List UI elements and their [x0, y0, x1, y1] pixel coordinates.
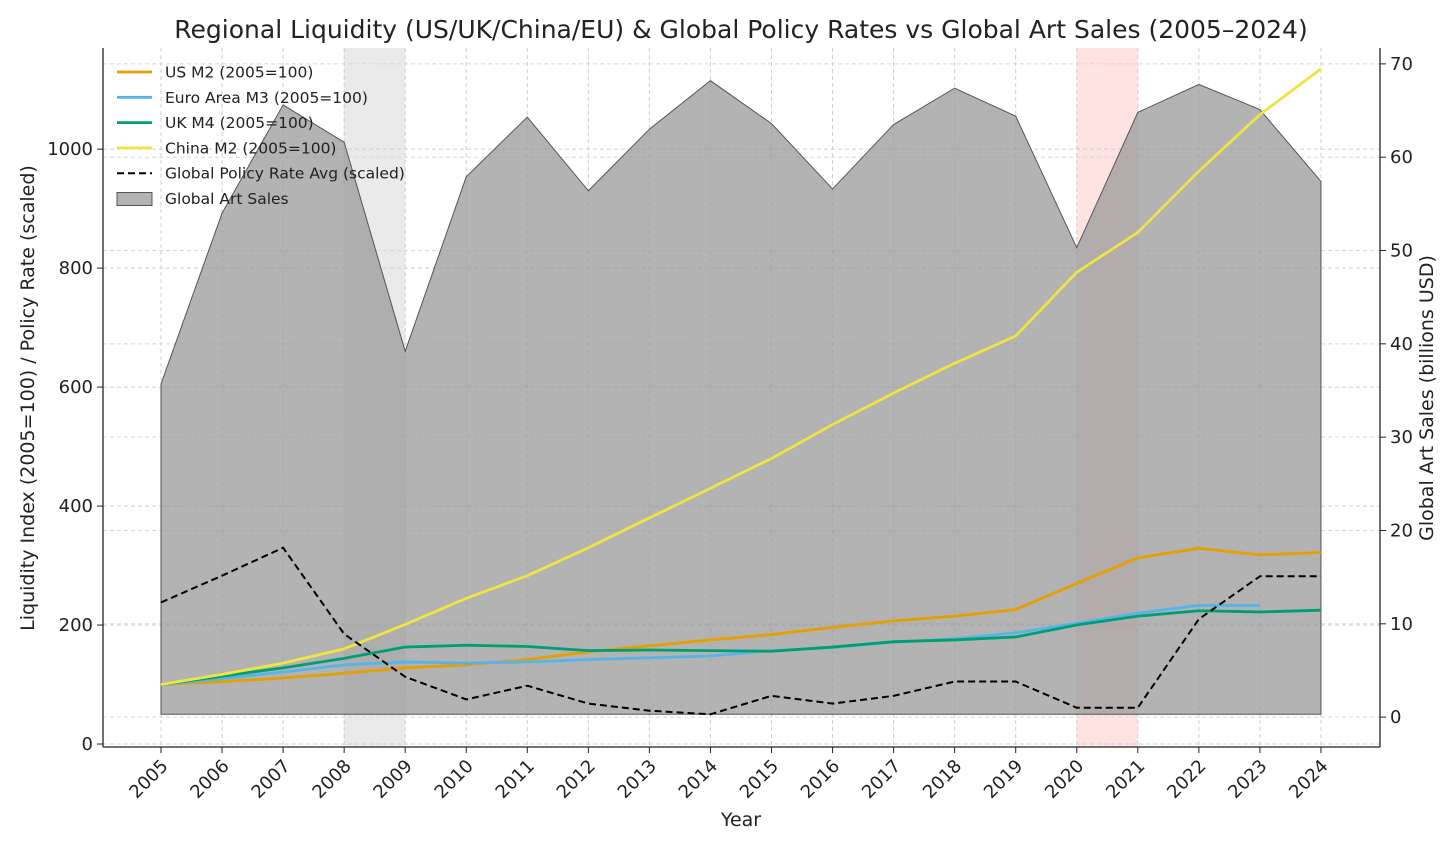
y2-tick-label: 10	[1390, 614, 1413, 635]
x-tick-label: 2022	[1163, 756, 1210, 803]
line-china-m2-2005-100	[160, 67, 1322, 686]
axes	[97, 48, 1386, 753]
y2-tick-label: 20	[1390, 520, 1413, 541]
y-tick-labels: 0 200 400 600 800 1000	[47, 139, 93, 755]
legend-swatch-global-art-sales	[116, 192, 153, 206]
x-tick-label: 2023	[1224, 756, 1271, 803]
legend-label-euro-area-m3-2005-100: Euro Area M3 (2005=100)	[165, 89, 368, 107]
x-tick-label: 2017	[858, 756, 905, 803]
y2-tick-label: 50	[1390, 241, 1413, 262]
x-axis-label: Year	[720, 809, 761, 831]
legend-label-us-m2-2005-100: US M2 (2005=100)	[165, 64, 313, 82]
y2-tick-label: 70	[1390, 54, 1413, 75]
area-global-art-sales	[160, 80, 1322, 715]
legend-label-uk-m4-2005-100: UK M4 (2005=100)	[165, 114, 314, 132]
x-tick-label: 2014	[675, 756, 722, 803]
y2-tick-label: 60	[1390, 147, 1413, 168]
y-tick-label: 400	[59, 496, 93, 517]
y-tick-label: 1000	[47, 139, 93, 160]
x-tick-label: 2020	[1041, 756, 1088, 803]
legend-label-global-policy-rate-avg-scaled: Global Policy Rate Avg (scaled)	[165, 165, 405, 183]
x-tick-label: 2007	[247, 756, 294, 803]
x-tick-label: 2018	[919, 756, 966, 803]
y-tick-label: 0	[82, 734, 93, 755]
legend-label-china-m2-2005-100: China M2 (2005=100)	[165, 139, 336, 157]
x-tick-label: 2021	[1102, 756, 1149, 803]
x-tick-label: 2024	[1285, 756, 1332, 803]
x-tick-label: 2011	[492, 756, 539, 803]
x-tick-label: 2013	[614, 756, 661, 803]
art-sales-area	[160, 80, 1322, 715]
x-tick-label: 2009	[369, 756, 416, 803]
x-tick-label: 2005	[125, 756, 172, 803]
y2-tick-label: 40	[1390, 334, 1413, 355]
y-tick-label: 200	[59, 615, 93, 636]
y-tick-label: 800	[59, 258, 93, 279]
x-tick-label: 2008	[308, 756, 355, 803]
chart-title: Regional Liquidity (US/UK/China/EU) & Gl…	[174, 15, 1307, 44]
x-tick-label: 2019	[980, 756, 1027, 803]
legend-label-global-art-sales: Global Art Sales	[165, 190, 289, 208]
y-tick-label: 600	[59, 377, 93, 398]
x-tick-label: 2012	[553, 756, 600, 803]
y2-axis-label: Global Art Sales (billions USD)	[1416, 255, 1438, 541]
x-tick-labels: 2005 2006 2007 2008 2009 2010 2011 2012 2013 2014…	[125, 756, 1332, 803]
x-tick-label: 2016	[797, 756, 844, 803]
legend: US M2 (2005=100) Euro Area M3 (2005=100) U…	[116, 64, 405, 208]
series-lines	[160, 67, 1322, 716]
x-tick-label: 2010	[431, 756, 478, 803]
x-tick-label: 2006	[186, 756, 233, 803]
y-axis-label: Liquidity Index (2005=100) / Policy Rate…	[17, 165, 39, 631]
line-euro-area-m3-2005-100	[160, 604, 1260, 686]
y2-tick-labels: 0 10 20 30 40 50 60 70	[1390, 54, 1413, 728]
line-uk-m4-2005-100	[160, 608, 1321, 686]
x-tick-label: 2015	[736, 756, 783, 803]
line-us-m2-2005-100	[160, 546, 1322, 686]
y2-tick-label: 0	[1390, 707, 1401, 728]
y2-tick-label: 30	[1390, 427, 1413, 448]
